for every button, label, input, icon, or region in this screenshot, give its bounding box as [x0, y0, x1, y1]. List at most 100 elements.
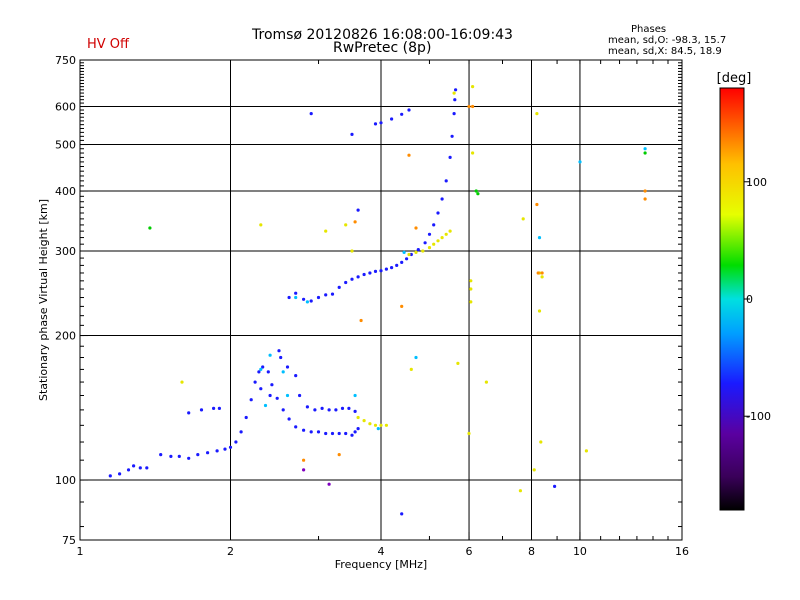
data-point [302, 297, 306, 301]
data-point [421, 249, 425, 253]
data-point [353, 393, 357, 398]
grid-lines [80, 60, 682, 540]
data-point [407, 153, 411, 157]
data-point [469, 300, 473, 304]
x-tick-label: 16 [675, 545, 689, 558]
data-point [469, 287, 473, 291]
data-point [294, 425, 298, 429]
colorbar-ticks: -100 0 100 [744, 176, 771, 423]
data-point [376, 427, 380, 431]
data-point [206, 451, 210, 455]
y-axis-label: Stationary phase Virtual Height [km] [37, 199, 50, 401]
data-point [432, 223, 436, 227]
data-point [356, 275, 360, 279]
axis-ticks: 1 2 4 6 8 10 16 75 100 200 300 400 500 600 750 [55, 54, 689, 558]
data-point [277, 349, 281, 353]
data-point [199, 408, 204, 412]
data-point [356, 427, 360, 431]
data-point [454, 88, 458, 92]
data-point [440, 197, 444, 201]
data-point [373, 423, 378, 427]
data-point [427, 246, 432, 250]
data-point [448, 229, 452, 233]
data-point [368, 422, 372, 426]
data-point [337, 453, 341, 457]
data-point [553, 484, 557, 488]
data-point [400, 260, 404, 264]
data-point [353, 409, 357, 413]
data-points [108, 85, 647, 516]
chart-subtitle: RwPretec (8p) [333, 40, 432, 56]
data-point [407, 108, 411, 112]
data-point [324, 431, 328, 436]
data-point [305, 405, 309, 409]
data-point [187, 411, 191, 415]
data-point [330, 431, 335, 436]
data-point [414, 250, 418, 254]
data-point [471, 104, 475, 109]
data-point [395, 263, 399, 267]
y-tick-label: 200 [55, 330, 76, 343]
data-point [643, 147, 647, 151]
data-point [212, 406, 216, 410]
data-point [353, 430, 357, 434]
data-point [535, 112, 539, 116]
data-point [353, 220, 357, 224]
data-point [467, 431, 471, 436]
data-point [356, 415, 360, 420]
data-point [223, 447, 227, 451]
data-point [536, 271, 540, 275]
data-point [324, 229, 328, 233]
data-point [347, 406, 351, 410]
data-point [287, 417, 291, 421]
data-point [356, 208, 360, 212]
data-point [350, 132, 354, 136]
data-point [456, 361, 460, 365]
data-point [287, 295, 291, 300]
data-point [537, 309, 542, 313]
data-point [132, 464, 136, 468]
data-point [474, 189, 478, 193]
data-point [350, 277, 354, 281]
data-point [444, 179, 448, 183]
x-tick-label: 2 [227, 545, 234, 558]
data-point [409, 252, 413, 257]
y-tick-label: 300 [55, 245, 76, 258]
data-point [405, 257, 409, 261]
data-point [444, 232, 448, 236]
data-point [261, 365, 265, 369]
data-point [379, 269, 383, 273]
data-point [180, 380, 184, 384]
data-point [257, 370, 261, 374]
colorbar-tick-label: 100 [746, 176, 767, 189]
colorbar-label: [deg] [717, 71, 752, 86]
data-point [537, 236, 542, 240]
data-point [239, 430, 243, 434]
data-point [471, 85, 475, 89]
data-point [268, 393, 272, 398]
data-point [453, 98, 457, 102]
data-point [400, 512, 404, 516]
data-point [409, 367, 413, 371]
data-point [294, 374, 298, 378]
data-point [244, 415, 248, 420]
data-point [285, 393, 290, 398]
data-point [268, 353, 272, 357]
data-point [344, 431, 348, 436]
data-point [187, 456, 191, 460]
y-tick-label: 750 [55, 54, 76, 67]
data-point [373, 122, 378, 126]
data-point [309, 299, 313, 303]
data-point [450, 134, 454, 138]
phases-o-stats: mean, sd,O: -98.3, 15.7 [608, 35, 727, 46]
data-point [350, 249, 354, 253]
data-point [330, 292, 335, 296]
x-tick-label: 6 [466, 545, 473, 558]
data-point [228, 445, 233, 449]
colorbar-tick-label: -100 [746, 410, 771, 423]
data-point [373, 269, 378, 273]
data-point [118, 472, 122, 476]
y-tick-label: 500 [55, 139, 76, 152]
data-point [484, 380, 488, 384]
